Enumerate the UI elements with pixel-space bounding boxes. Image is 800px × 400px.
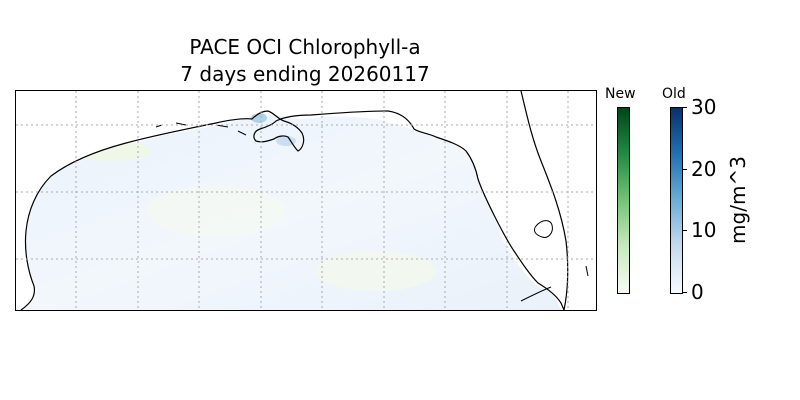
map-title: PACE OCI Chlorophyll-a	[189, 35, 421, 59]
gulf-water	[16, 114, 566, 310]
chl-patch	[276, 136, 296, 146]
chl-patch	[251, 113, 267, 123]
chl-patch	[316, 251, 436, 291]
gridlines	[16, 91, 596, 310]
gulf-map	[16, 91, 596, 310]
map-subtitle: 7 days ending 20260117	[180, 62, 430, 86]
northern-land	[16, 91, 521, 310]
colorbar-tick-mark	[682, 230, 687, 231]
colorbar-tick-label: 30	[691, 95, 717, 119]
lake-okeechobee	[533, 220, 553, 238]
colorbar-tick-mark	[682, 169, 687, 170]
colorbar-tick-label: 10	[691, 218, 717, 242]
chl-patch	[146, 186, 286, 236]
colorbar-tick-label: 0	[691, 280, 704, 304]
colorbar-tick-mark	[682, 107, 687, 108]
florida-land	[391, 91, 596, 310]
colorbar-tick-mark	[682, 292, 687, 293]
colorbar-old	[670, 107, 683, 294]
colorbar-new-label: New	[605, 86, 636, 102]
colorbar-new	[617, 107, 630, 294]
map-panel	[15, 90, 597, 311]
colorbar-tick-label: 20	[691, 157, 717, 181]
delta-islands	[155, 122, 247, 136]
florida-keys	[520, 265, 589, 302]
colorbar-old-label: Old	[662, 86, 686, 102]
colorbar-unit-label: mg/m^3	[726, 156, 750, 244]
coastline	[20, 110, 565, 310]
